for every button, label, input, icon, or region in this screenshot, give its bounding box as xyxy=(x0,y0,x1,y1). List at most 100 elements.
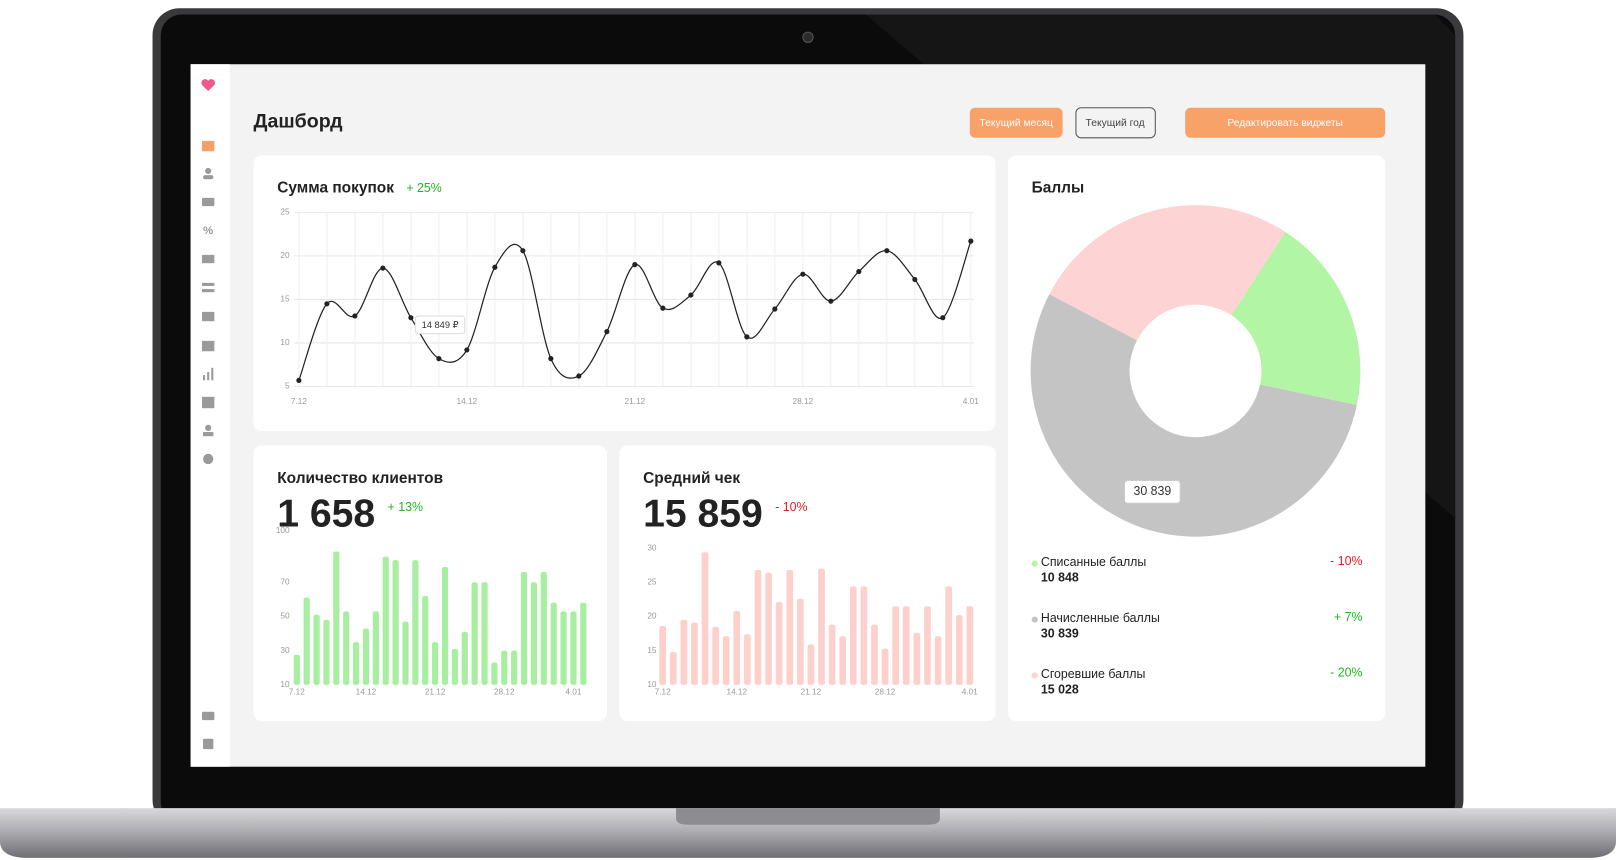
x-tick-label: 28.12 xyxy=(494,687,515,696)
change: - 10% xyxy=(775,500,807,514)
point xyxy=(716,260,722,266)
bar xyxy=(333,551,340,685)
chart-title: Количество клиентов xyxy=(277,470,443,487)
icon-support xyxy=(201,711,215,721)
y-tick-label: 5 xyxy=(285,382,290,391)
bar xyxy=(432,642,439,685)
button-label[interactable]: Редактировать виджеты xyxy=(1227,118,1343,129)
donut-slice xyxy=(1030,294,1357,537)
icon-user xyxy=(205,167,212,175)
bar xyxy=(343,611,350,685)
bar xyxy=(818,568,825,685)
bar xyxy=(560,611,567,685)
y-tick-label: 10 xyxy=(647,680,657,689)
bar xyxy=(303,597,310,685)
bar xyxy=(807,644,815,685)
point xyxy=(548,356,554,362)
bar xyxy=(422,595,429,685)
point xyxy=(744,334,750,340)
button-label[interactable]: Текущий месяц xyxy=(979,118,1053,129)
bar xyxy=(570,611,577,685)
bar xyxy=(511,650,518,685)
bar xyxy=(945,586,952,685)
chart-title: Средний чек xyxy=(643,470,740,487)
bar xyxy=(520,572,528,685)
card xyxy=(253,445,608,722)
bar xyxy=(293,654,300,685)
button[interactable] xyxy=(969,107,1063,138)
change: + 25% xyxy=(406,181,441,195)
point xyxy=(828,298,834,304)
point xyxy=(324,301,330,307)
y-tick-label: 70 xyxy=(280,577,290,586)
icon-shop xyxy=(201,311,215,322)
bar xyxy=(966,606,974,685)
bar xyxy=(481,582,488,685)
y-tick-label: 100 xyxy=(276,526,290,535)
button[interactable] xyxy=(1075,107,1156,139)
kpi-value: 1 658 xyxy=(277,491,375,535)
x-tick-label: 21.12 xyxy=(425,687,446,696)
bar xyxy=(461,631,468,685)
x-tick-label: 21.12 xyxy=(801,687,822,696)
point xyxy=(464,347,470,353)
bar xyxy=(934,636,942,685)
bar xyxy=(382,556,389,685)
bar xyxy=(392,560,399,685)
legend-dot xyxy=(1031,672,1038,679)
bar xyxy=(871,624,878,685)
legend-value: 15 028 xyxy=(1041,682,1079,696)
x-tick-label: 7.12 xyxy=(289,687,305,696)
bar xyxy=(902,606,910,685)
x-tick-label: 21.12 xyxy=(625,397,646,406)
y-tick-label: 30 xyxy=(280,646,290,655)
bar xyxy=(860,586,868,685)
point xyxy=(576,373,582,379)
card xyxy=(253,155,996,432)
chart-title: Сумма покупок xyxy=(277,180,394,197)
point xyxy=(968,238,974,244)
point xyxy=(660,305,666,311)
x-tick-label: 14.12 xyxy=(356,687,377,696)
point xyxy=(632,262,638,268)
bar xyxy=(323,619,330,685)
slice-label: 30 839 xyxy=(1133,484,1171,498)
legend-dot xyxy=(1031,616,1038,623)
point xyxy=(940,315,946,321)
icon-report xyxy=(201,396,215,409)
point xyxy=(800,271,806,277)
tooltip: 14 849 ₽ xyxy=(422,320,459,330)
point xyxy=(352,313,358,319)
bar xyxy=(733,611,741,685)
y-tick-label: 15 xyxy=(280,295,290,304)
point xyxy=(604,329,610,335)
icon-staff-body xyxy=(203,432,214,437)
bar xyxy=(402,621,409,685)
x-tick-label: 7.12 xyxy=(655,687,671,696)
icon-mail xyxy=(201,254,215,264)
notch xyxy=(676,808,940,825)
point xyxy=(688,292,694,298)
x-tick-label: 4.01 xyxy=(963,397,979,406)
bar xyxy=(955,615,963,685)
y-tick-label: 10 xyxy=(280,680,290,689)
bar xyxy=(659,626,667,685)
sidebar xyxy=(190,64,230,767)
bar xyxy=(786,569,794,685)
legend-change: + 7% xyxy=(1334,610,1363,624)
sidebar-icons: % xyxy=(201,140,215,750)
x-tick-label: 7.12 xyxy=(291,397,307,406)
button-label[interactable]: Текущий год xyxy=(1086,118,1145,129)
bar xyxy=(722,636,730,685)
bar xyxy=(892,606,900,685)
point xyxy=(408,315,414,321)
button[interactable] xyxy=(1185,107,1386,138)
bar xyxy=(372,611,379,685)
bar xyxy=(441,566,449,685)
y-tick-label: 20 xyxy=(280,251,290,260)
bar xyxy=(765,572,772,685)
bar xyxy=(754,569,762,685)
icon-transfer xyxy=(201,282,215,286)
y-tick-label: 15 xyxy=(647,646,657,655)
